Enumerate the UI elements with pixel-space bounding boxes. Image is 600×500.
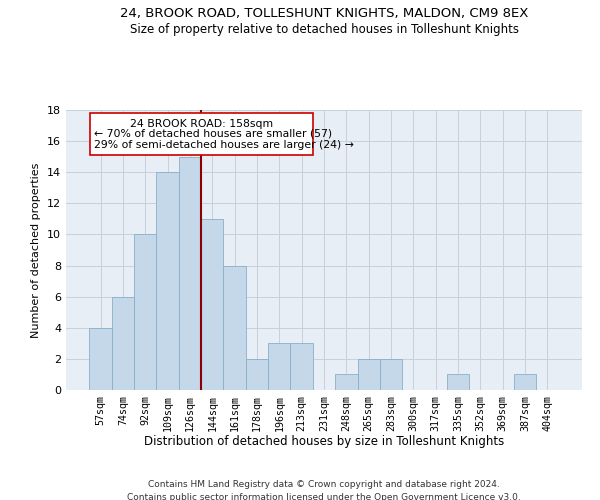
Bar <box>290 344 313 390</box>
Y-axis label: Number of detached properties: Number of detached properties <box>31 162 41 338</box>
Text: Size of property relative to detached houses in Tolleshunt Knights: Size of property relative to detached ho… <box>130 22 518 36</box>
Text: 29% of semi-detached houses are larger (24) →: 29% of semi-detached houses are larger (… <box>94 140 354 149</box>
Bar <box>157 172 179 390</box>
Bar <box>380 359 402 390</box>
Text: ← 70% of detached houses are smaller (57): ← 70% of detached houses are smaller (57… <box>94 128 332 138</box>
Bar <box>89 328 112 390</box>
Bar <box>134 234 157 390</box>
Text: 24, BROOK ROAD, TOLLESHUNT KNIGHTS, MALDON, CM9 8EX: 24, BROOK ROAD, TOLLESHUNT KNIGHTS, MALD… <box>120 8 528 20</box>
FancyBboxPatch shape <box>90 113 313 155</box>
Bar <box>358 359 380 390</box>
Text: 24 BROOK ROAD: 158sqm: 24 BROOK ROAD: 158sqm <box>130 120 273 130</box>
Bar <box>335 374 358 390</box>
Bar <box>223 266 246 390</box>
Bar <box>447 374 469 390</box>
Text: Contains HM Land Registry data © Crown copyright and database right 2024.
Contai: Contains HM Land Registry data © Crown c… <box>127 480 521 500</box>
Bar <box>179 156 201 390</box>
Bar <box>268 344 290 390</box>
Bar <box>246 359 268 390</box>
Bar <box>514 374 536 390</box>
Text: Distribution of detached houses by size in Tolleshunt Knights: Distribution of detached houses by size … <box>144 435 504 448</box>
Bar <box>201 219 223 390</box>
Bar <box>112 296 134 390</box>
